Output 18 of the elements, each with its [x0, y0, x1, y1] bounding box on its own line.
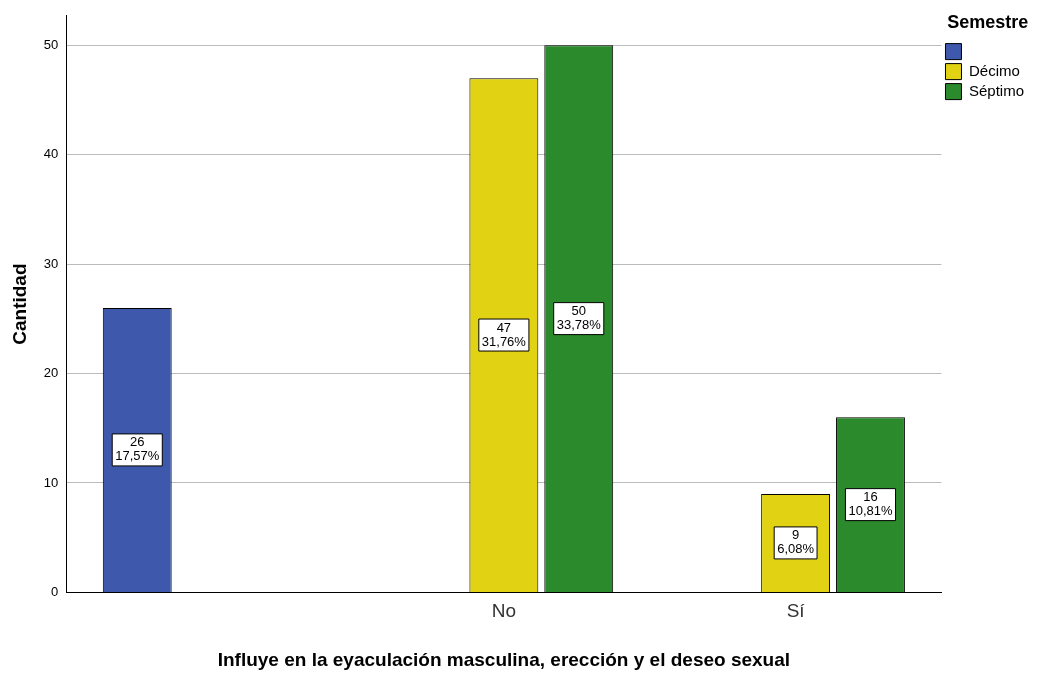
x-tick-label: Sí: [786, 600, 806, 622]
y-tick-label: 0: [51, 583, 59, 599]
y-tick-label: 50: [43, 36, 59, 52]
y-tick-label: 10: [43, 474, 59, 490]
data-label: 50 33,78%: [556, 303, 602, 333]
data-label: 9 6,08%: [777, 527, 815, 557]
y-tick-label: 40: [43, 146, 59, 162]
y-tick-label: 30: [43, 255, 59, 271]
legend-title: Semestre: [947, 11, 1029, 32]
y-axis-title: Cantidad: [8, 263, 30, 345]
data-label: 26 17,57%: [115, 434, 160, 464]
data-label: 16 10,81%: [848, 489, 893, 519]
x-tick-label: No: [491, 600, 517, 622]
data-label: 47 31,76%: [481, 319, 527, 349]
legend-label: Séptimo: [968, 81, 1024, 99]
y-tick-label: 20: [43, 365, 59, 381]
x-axis-title: Influye en la eyaculación masculina, erección y el deseo sexual: [217, 648, 791, 670]
legend-label: Décimo: [968, 61, 1020, 79]
